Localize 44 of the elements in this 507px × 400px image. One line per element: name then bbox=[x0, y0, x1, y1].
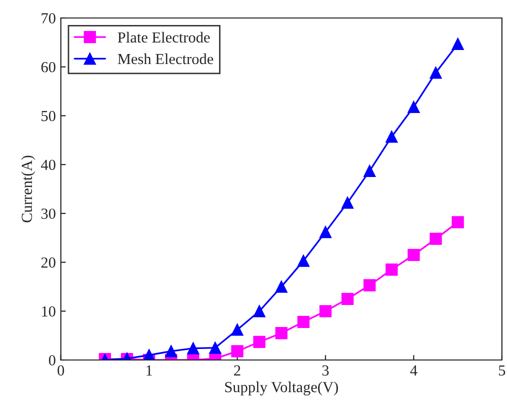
legend-label: Mesh Electrode bbox=[118, 53, 214, 64]
y-tick-label: 10 bbox=[42, 306, 56, 317]
y-axis-title: Current(A) bbox=[21, 156, 36, 222]
point bbox=[408, 248, 420, 262]
point bbox=[386, 130, 398, 143]
point bbox=[430, 232, 442, 245]
point bbox=[187, 342, 200, 354]
x-tick-label: 0 bbox=[58, 365, 64, 376]
y-tick-label: 20 bbox=[41, 257, 56, 268]
point bbox=[341, 292, 354, 306]
point bbox=[231, 345, 244, 358]
point bbox=[297, 316, 310, 328]
y-tick-label: 40 bbox=[41, 160, 56, 170]
point bbox=[231, 324, 244, 336]
point bbox=[341, 196, 354, 209]
point bbox=[209, 342, 222, 354]
point bbox=[253, 305, 266, 318]
legend-label: Plate Electrode bbox=[118, 32, 210, 43]
point bbox=[142, 349, 156, 360]
y-tick-label: 0 bbox=[48, 355, 56, 366]
point bbox=[165, 345, 178, 358]
point bbox=[386, 264, 398, 276]
point bbox=[275, 327, 288, 340]
point bbox=[319, 226, 332, 238]
y-tick-label: 30 bbox=[41, 208, 56, 219]
point bbox=[275, 280, 288, 293]
point bbox=[253, 336, 266, 348]
point bbox=[430, 66, 442, 79]
point bbox=[408, 100, 420, 113]
point bbox=[364, 164, 376, 177]
x-tick-label: 4 bbox=[410, 365, 418, 376]
x-tick-label: 1 bbox=[146, 365, 152, 376]
point bbox=[452, 38, 464, 50]
y-tick-label: 50 bbox=[42, 110, 56, 122]
y-tick-label: 60 bbox=[41, 62, 56, 72]
point bbox=[297, 254, 310, 267]
x-tick-label: 3 bbox=[322, 365, 329, 376]
point bbox=[364, 279, 376, 292]
x-axis-title: Supply Voltage(V) bbox=[225, 381, 338, 396]
x-tick-label: 2 bbox=[234, 365, 240, 376]
point bbox=[319, 305, 332, 318]
point bbox=[452, 216, 464, 228]
y-tick-label: 70 bbox=[42, 13, 56, 24]
x-tick-label: 5 bbox=[499, 365, 506, 376]
